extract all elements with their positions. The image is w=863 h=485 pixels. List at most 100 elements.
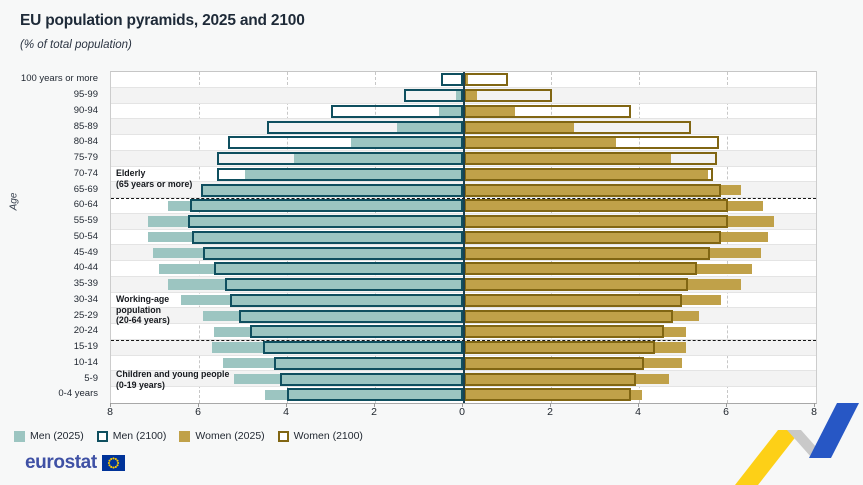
annotation-line: Elderly: [116, 168, 146, 178]
women-2025-bar: [464, 153, 671, 164]
age-label: 45-49: [73, 246, 98, 258]
women-2100-bar: [464, 388, 632, 402]
x-tick-label: 0: [459, 406, 465, 418]
legend: Men (2025) Men (2100) Women (2025) Women…: [14, 430, 363, 442]
age-label: 10-14: [73, 356, 98, 368]
x-tick-mark: [638, 403, 639, 407]
pyramid-plot-area: Elderly (65 years or more) Working-age p…: [110, 71, 817, 404]
women-2025-bar: [464, 106, 515, 117]
age-label: 80-84: [73, 136, 98, 148]
x-tick-label: 6: [195, 406, 201, 418]
women-2100-bar: [464, 230, 722, 244]
men-2100-bar: [216, 152, 463, 166]
age-label: 60-64: [73, 199, 98, 211]
x-tick-label: 4: [283, 406, 289, 418]
men-2100-bar: [280, 372, 463, 386]
men-2100-bar: [331, 104, 463, 118]
women-2100-bar: [464, 262, 698, 276]
x-tick-mark: [814, 403, 815, 407]
men-2025-bar: [148, 216, 463, 227]
men-2025-bar: [159, 263, 463, 274]
women-2100-bar: [464, 104, 632, 118]
women-2100-bar: [464, 183, 722, 197]
x-tick-mark: [374, 403, 375, 407]
men-2025-bar: [234, 373, 463, 385]
age-label: 20-24: [73, 325, 98, 337]
women-2100-swatch-icon: [277, 430, 289, 442]
age-label: 5-9: [84, 372, 98, 384]
women-2100-bar: [464, 152, 717, 166]
men-2025-bar: [223, 358, 463, 369]
men-2025-bar: [293, 153, 463, 164]
annotation-children: Children and young people (0-19 years): [116, 369, 229, 390]
men-2100-swatch-icon: [96, 430, 108, 442]
age-label: 50-54: [73, 230, 98, 242]
men-2100-bar: [262, 341, 463, 355]
women-2100-bar: [464, 167, 713, 181]
x-tick-label: 2: [371, 406, 377, 418]
men-2100-bar: [225, 278, 463, 292]
men-2025-bar: [214, 326, 463, 337]
women-2025-bar: [464, 358, 682, 369]
women-2100-bar: [464, 278, 689, 292]
section-separator-working-age: [111, 340, 816, 341]
annotation-line: (0-19 years): [116, 379, 165, 390]
age-label: 40-44: [73, 262, 98, 274]
age-axis-labels: 100 years or more 95-99 90-94 85-89 80-84 75-…: [0, 71, 105, 402]
legend-label: Women (2100): [293, 430, 363, 442]
women-2100-bar: [464, 293, 682, 307]
women-2100-bar: [464, 73, 508, 87]
x-tick-mark: [198, 403, 199, 407]
women-2025-bar: [464, 232, 768, 243]
age-label: 25-29: [73, 309, 98, 321]
women-2100-bar: [464, 215, 728, 229]
annotation-elderly: Elderly (65 years or more): [116, 168, 192, 189]
men-2025-bar: [212, 342, 463, 353]
age-label: 90-94: [73, 104, 98, 116]
men-2100-bar: [214, 262, 463, 276]
section-separator-elderly: [111, 198, 816, 199]
age-label: 30-34: [73, 293, 98, 305]
men-2025-bar: [168, 279, 463, 290]
men-2025-bar: [181, 295, 463, 306]
men-2025-bar: [397, 121, 463, 133]
men-2025-bar: [152, 247, 463, 259]
legend-item-men-2100: Men (2100): [96, 430, 166, 442]
women-2025-bar: [464, 137, 616, 148]
women-2025-bar: [464, 263, 753, 274]
zero-axis-line: [462, 72, 465, 403]
women-2100-bar: [464, 325, 665, 339]
men-2025-bar: [350, 137, 463, 148]
eurostat-wordmark: eurostat: [25, 452, 97, 473]
age-label: 85-89: [73, 120, 98, 132]
women-2025-bar: [464, 279, 742, 290]
age-label: 55-59: [73, 215, 98, 227]
women-2025-bar: [464, 342, 687, 353]
age-label: 0-4 years: [58, 388, 98, 400]
men-2100-bar: [201, 183, 463, 197]
women-2100-bar: [464, 89, 552, 103]
x-tick-label: 6: [723, 406, 729, 418]
men-2100-bar: [403, 89, 463, 103]
women-2100-bar: [464, 341, 656, 355]
page-subtitle: (% of total population): [20, 39, 132, 51]
men-2100-bar: [216, 167, 463, 181]
legend-item-women-2025: Women (2025): [179, 430, 265, 442]
x-tick-mark: [726, 403, 727, 407]
age-label: 35-39: [73, 278, 98, 290]
legend-item-men-2025: Men (2025): [14, 430, 84, 442]
women-2100-bar: [464, 356, 645, 370]
women-2025-bar: [464, 373, 669, 385]
x-axis-tick-labels: 8 6 4 2 0 2 4 6 8: [107, 406, 817, 420]
age-label: 95-99: [73, 89, 98, 101]
x-tick-mark: [286, 403, 287, 407]
age-label: 100 years or more: [20, 73, 98, 85]
men-2025-bar: [148, 232, 463, 243]
men-2100-bar: [287, 388, 463, 402]
women-2025-bar: [464, 326, 687, 337]
men-2025-bar: [168, 200, 463, 211]
pyramid-row-0-4-years: [111, 387, 816, 403]
trend-arrow-decoration: [735, 403, 859, 485]
men-2100-bar: [190, 199, 463, 213]
men-2100-bar: [441, 73, 463, 87]
